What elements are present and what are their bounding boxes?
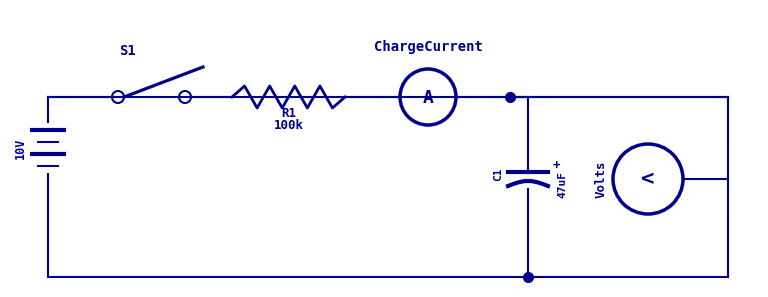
Text: Volts: Volts	[594, 160, 607, 198]
Text: 10V: 10V	[14, 137, 27, 159]
Text: 47uF: 47uF	[557, 170, 567, 198]
Text: C1: C1	[493, 167, 503, 181]
Text: +: +	[553, 159, 561, 173]
Text: S1: S1	[120, 44, 137, 58]
Text: <: <	[641, 169, 654, 189]
Text: ChargeCurrent: ChargeCurrent	[373, 40, 482, 54]
Text: A: A	[422, 89, 433, 107]
Text: R1: R1	[281, 107, 296, 120]
Text: 100k: 100k	[273, 119, 303, 132]
